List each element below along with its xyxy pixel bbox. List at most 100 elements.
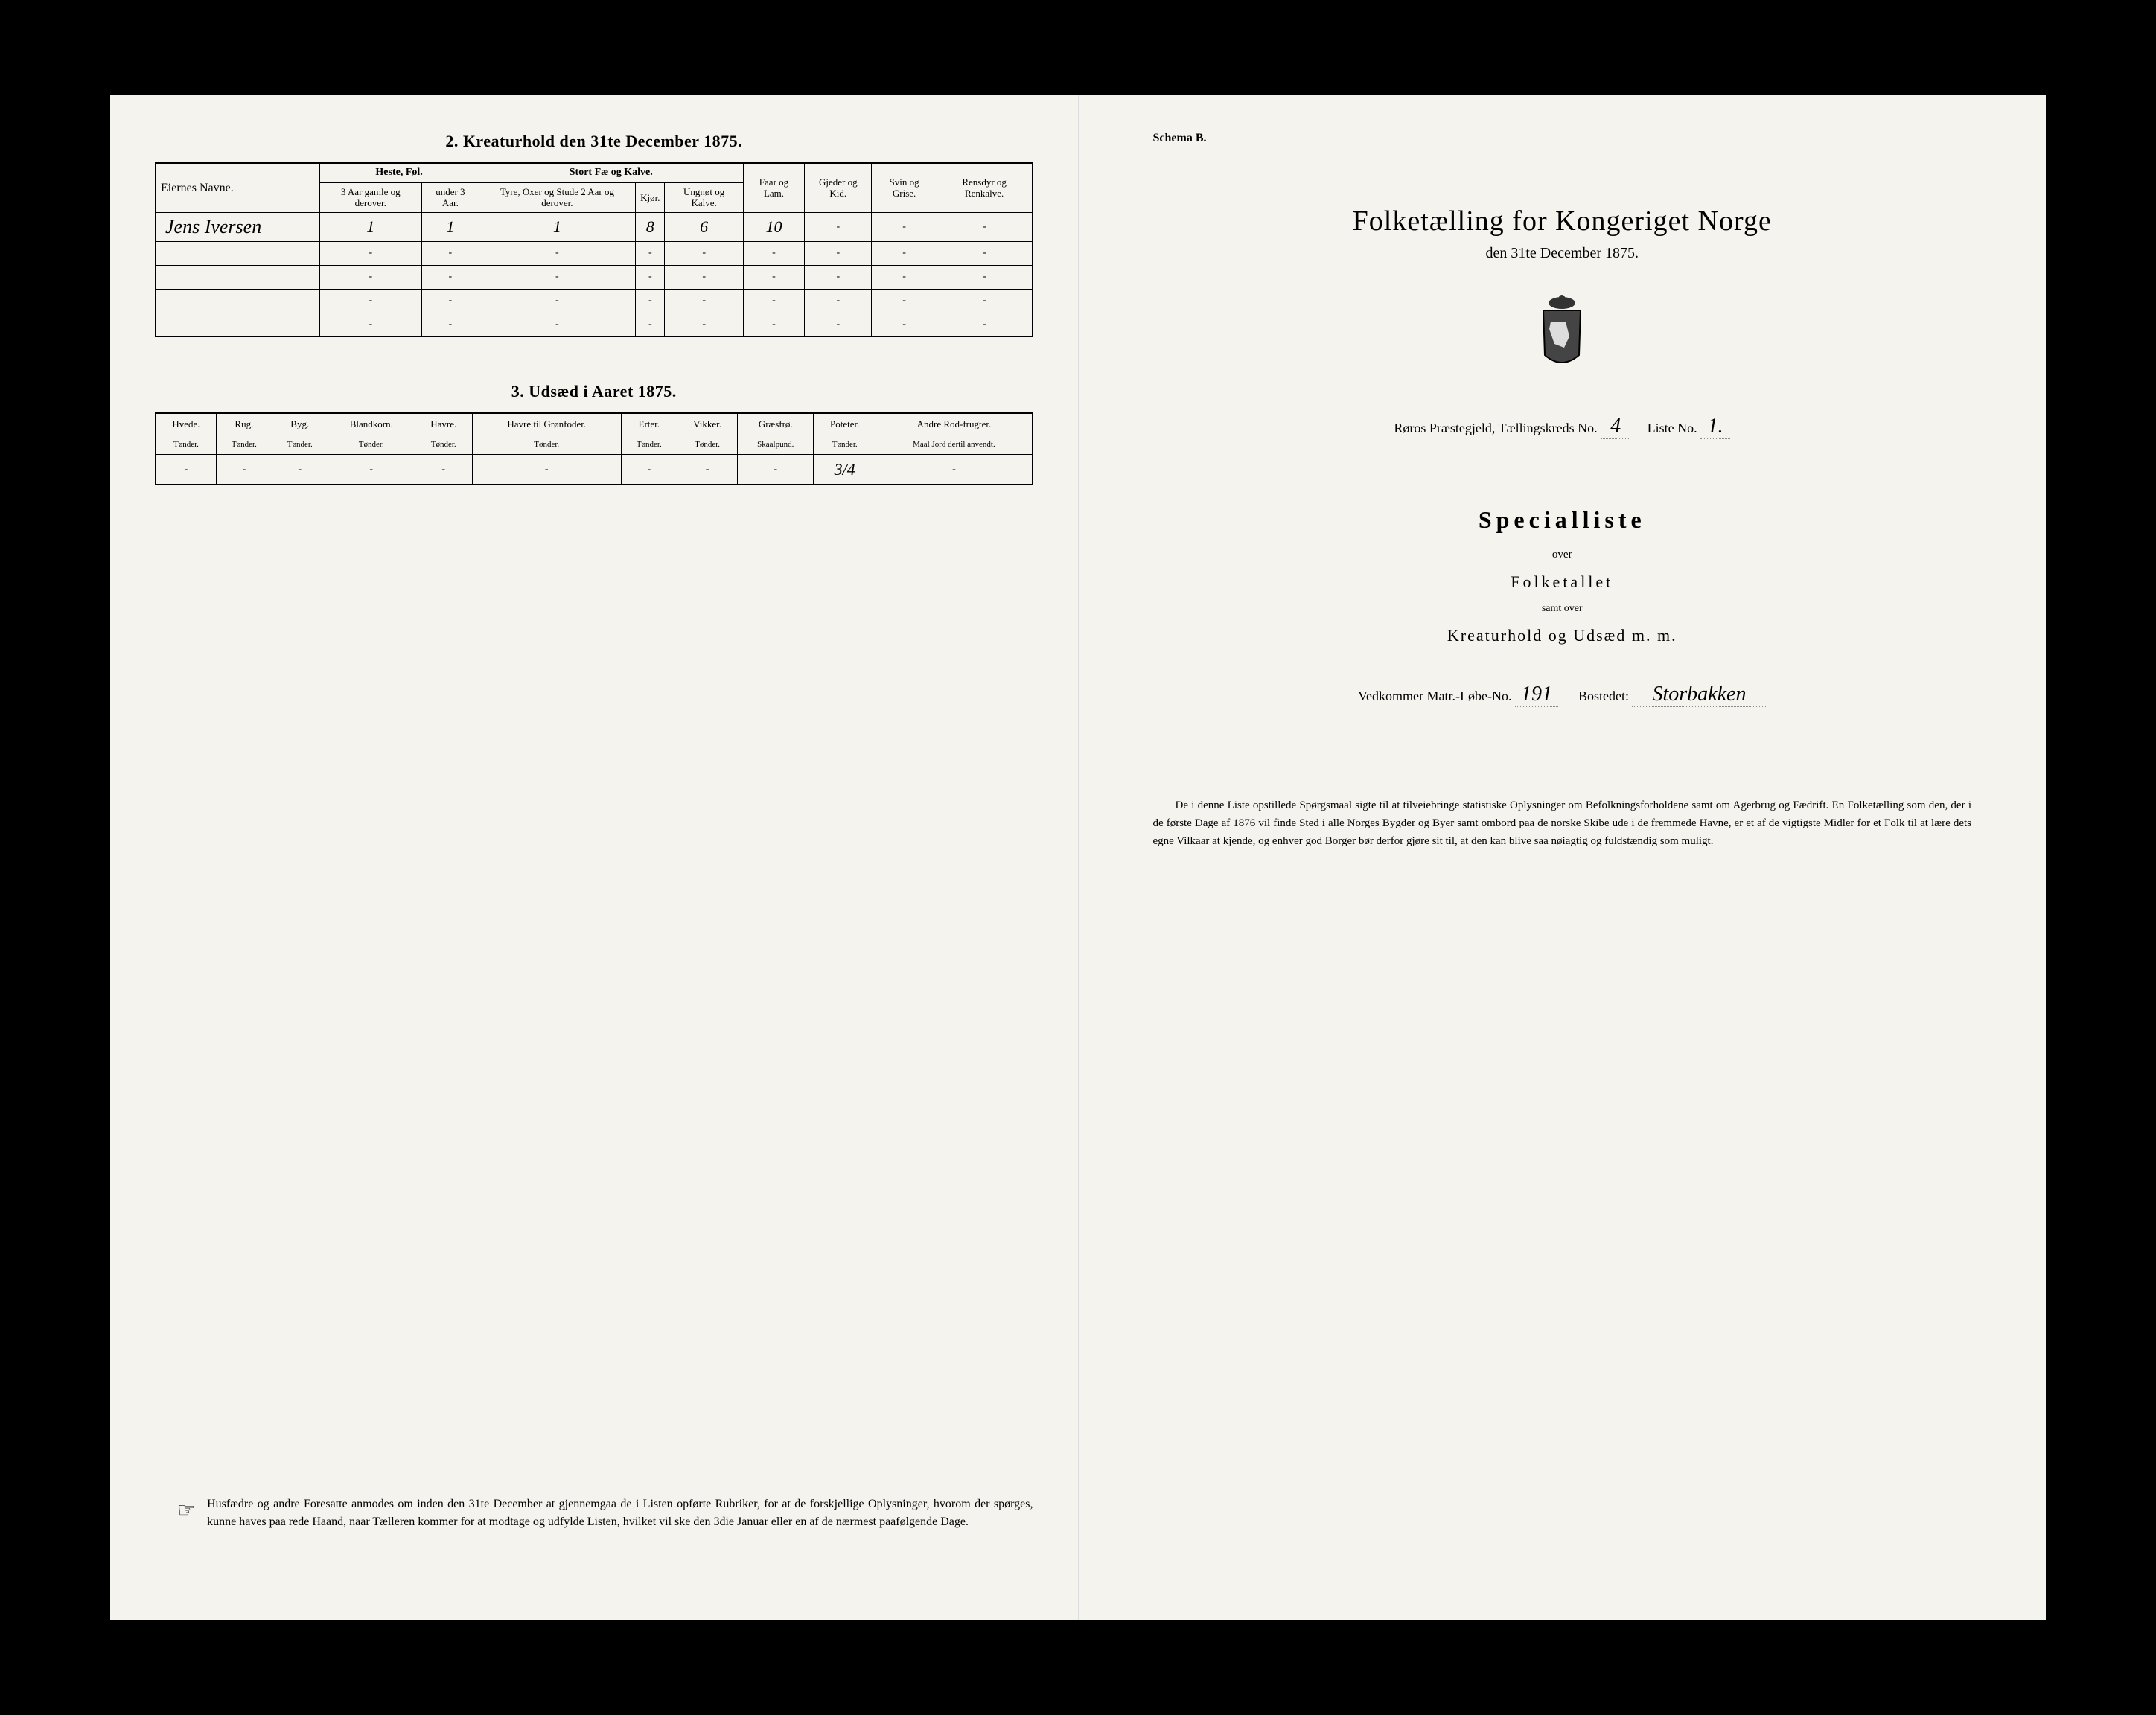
left-page: 2. Kreaturhold den 31te December 1875. E… xyxy=(110,95,1079,1620)
schema-label: Schema B. xyxy=(1153,132,2002,145)
col-header: Rug. xyxy=(216,413,272,435)
col-header: Erter. xyxy=(621,413,677,435)
col-subheader: Tønder. xyxy=(272,435,328,455)
kreatur-text: Kreaturhold og Udsæd m. m. xyxy=(1123,626,2002,645)
data-cell: - xyxy=(937,241,1032,265)
table-row: Jens Iversen1118610--- xyxy=(156,212,1033,241)
owner-name-cell xyxy=(156,265,319,289)
col-header: Havre. xyxy=(415,413,472,435)
table-row: --------- xyxy=(156,289,1033,313)
col-header: Svin og Grise. xyxy=(872,163,937,212)
data-cell: - xyxy=(636,265,665,289)
liste-label: Liste No. xyxy=(1648,421,1697,435)
data-cell: - xyxy=(805,289,872,313)
data-cell: - xyxy=(743,313,804,336)
group-header-2: Stort Fæ og Kalve. xyxy=(479,163,743,182)
footer-text: Husfædre og andre Foresatte anmodes om i… xyxy=(207,1495,1033,1531)
name-header: Eiernes Navne. xyxy=(156,163,319,212)
data-cell: - xyxy=(479,241,635,265)
data-cell: - xyxy=(328,455,415,485)
data-cell: - xyxy=(479,265,635,289)
seed-table: Hvede.Rug.Byg.Blandkorn.Havre.Havre til … xyxy=(155,412,1033,485)
data-cell: - xyxy=(805,241,872,265)
table-row: --------- xyxy=(156,313,1033,336)
col-header: Gjeder og Kid. xyxy=(805,163,872,212)
col-header: Kjør. xyxy=(636,182,665,212)
data-cell: - xyxy=(319,289,422,313)
col-header: Blandkorn. xyxy=(328,413,415,435)
matr-number: 191 xyxy=(1515,683,1558,707)
owner-name-cell: Jens Iversen xyxy=(156,212,319,241)
col-subheader: Tønder. xyxy=(677,435,738,455)
table-row: --------- xyxy=(156,241,1033,265)
right-page: Schema B. Folketælling for Kongeriget No… xyxy=(1079,95,2047,1620)
data-cell: 3/4 xyxy=(814,455,876,485)
data-cell: 10 xyxy=(743,212,804,241)
data-cell: - xyxy=(479,289,635,313)
data-cell: - xyxy=(805,265,872,289)
owner-name-cell xyxy=(156,313,319,336)
samt-text: samt over xyxy=(1123,603,2002,615)
data-cell: - xyxy=(422,241,479,265)
data-cell: 1 xyxy=(479,212,635,241)
data-cell: - xyxy=(937,265,1032,289)
col-subheader: Tønder. xyxy=(156,435,216,455)
col-subheader: Tønder. xyxy=(621,435,677,455)
col-header: Ungnøt og Kalve. xyxy=(665,182,743,212)
vedkommer-label: Vedkommer Matr.-Løbe-No. xyxy=(1358,689,1511,703)
data-cell: - xyxy=(216,455,272,485)
data-cell: - xyxy=(665,241,743,265)
col-header: under 3 Aar. xyxy=(422,182,479,212)
over-text: over xyxy=(1123,549,2002,561)
vedkommer-line: Vedkommer Matr.-Løbe-No. 191 Bostedet: S… xyxy=(1123,683,2002,707)
data-cell: - xyxy=(272,455,328,485)
specialliste-title: Specialliste xyxy=(1123,506,2002,534)
data-cell: - xyxy=(805,212,872,241)
data-cell: 1 xyxy=(319,212,422,241)
livestock-table: Eiernes Navne. Heste, Føl. Stort Fæ og K… xyxy=(155,162,1033,337)
col-header: Faar og Lam. xyxy=(743,163,804,212)
data-cell: - xyxy=(472,455,621,485)
owner-name-cell xyxy=(156,241,319,265)
district-line: Røros Præstegjeld, Tællingskreds No. 4 L… xyxy=(1123,415,2002,439)
col-header: Hvede. xyxy=(156,413,216,435)
data-cell: - xyxy=(872,212,937,241)
col-header: Poteter. xyxy=(814,413,876,435)
col-subheader: Maal Jord dertil anvendt. xyxy=(876,435,1033,455)
bostedet-value: Storbakken xyxy=(1632,683,1766,707)
data-cell: 8 xyxy=(636,212,665,241)
col-header: Tyre, Oxer og Stude 2 Aar og derover. xyxy=(479,182,635,212)
folketallet-text: Folketallet xyxy=(1123,572,2002,592)
district-prefix: Røros Præstegjeld, Tællingskreds No. xyxy=(1394,421,1597,435)
data-cell: - xyxy=(872,241,937,265)
col-header: Græsfrø. xyxy=(738,413,814,435)
col-header: Havre til Grønfoder. xyxy=(472,413,621,435)
data-cell: - xyxy=(743,265,804,289)
data-cell: - xyxy=(872,313,937,336)
section2-title: 2. Kreaturhold den 31te December 1875. xyxy=(155,132,1033,151)
data-cell: - xyxy=(636,289,665,313)
data-cell: - xyxy=(415,455,472,485)
district-number: 4 xyxy=(1601,415,1630,439)
data-cell: - xyxy=(422,313,479,336)
pointing-hand-icon: ☞ xyxy=(177,1495,196,1531)
data-cell: - xyxy=(621,455,677,485)
section3-title: 3. Udsæd i Aaret 1875. xyxy=(155,382,1033,401)
main-title: Folketælling for Kongeriget Norge xyxy=(1123,205,2002,237)
data-cell: - xyxy=(937,212,1032,241)
col-header: Andre Rod-frugter. xyxy=(876,413,1033,435)
sub-date: den 31te December 1875. xyxy=(1123,245,2002,262)
data-cell: - xyxy=(872,265,937,289)
data-cell: - xyxy=(319,265,422,289)
owner-name-cell xyxy=(156,289,319,313)
col-header: 3 Aar gamle og derover. xyxy=(319,182,422,212)
col-subheader: Skaalpund. xyxy=(738,435,814,455)
table-row: ---------3/4- xyxy=(156,455,1033,485)
col-subheader: Tønder. xyxy=(814,435,876,455)
right-footer-text: De i denne Liste opstillede Spørgsmaal s… xyxy=(1123,796,2002,850)
left-footer-note: ☞ Husfædre og andre Foresatte anmodes om… xyxy=(177,1495,1033,1531)
data-cell: 1 xyxy=(422,212,479,241)
data-cell: - xyxy=(743,289,804,313)
data-cell: - xyxy=(665,265,743,289)
data-cell: - xyxy=(876,455,1033,485)
